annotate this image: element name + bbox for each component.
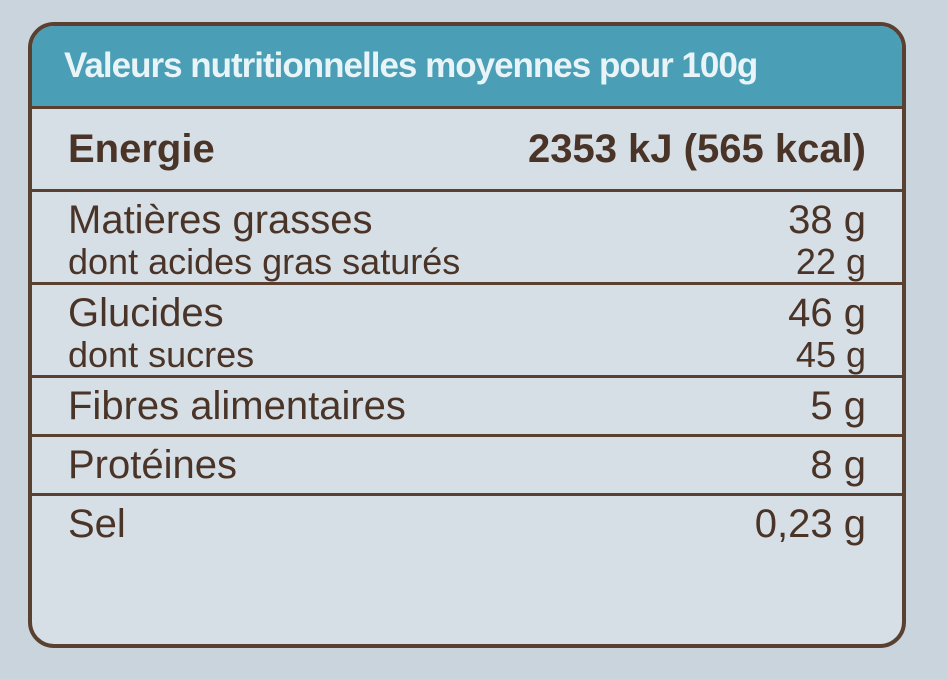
nutrient-row: Energie 2353 kJ (565 kcal)	[68, 109, 866, 189]
nutrient-name: Matières grasses	[68, 198, 373, 242]
nutrient-row: Matières grasses 38 g	[68, 192, 866, 248]
nutrient-row: Sel 0,23 g	[68, 496, 866, 552]
row-group: Matières grasses 38 g dont acides gras sat…	[32, 189, 902, 282]
nutrient-value: 22 g	[795, 241, 866, 282]
nutrient-name: dont acides gras saturés	[68, 241, 461, 282]
row-group: Energie 2353 kJ (565 kcal)	[32, 106, 902, 189]
header-title: Valeurs nutritionnelles moyennes pour 10…	[32, 26, 902, 106]
nutrient-name: dont sucres	[68, 334, 255, 375]
nutrient-value: 8 g	[810, 443, 866, 487]
row-group: Protéines 8 g	[32, 434, 902, 493]
nutrient-value: 5 g	[810, 384, 866, 428]
nutrient-value: 46 g	[788, 291, 866, 335]
nutrient-row: Protéines 8 g	[68, 437, 866, 493]
nutrient-name: Fibres alimentaires	[68, 384, 406, 428]
row-group: Glucides 46 g dont sucres 45 g	[32, 282, 902, 375]
nutrient-row: dont acides gras saturés 22 g	[68, 242, 866, 282]
nutrient-value: 38 g	[788, 198, 866, 242]
nutrient-row: Fibres alimentaires 5 g	[68, 378, 866, 434]
nutrient-name: Glucides	[68, 291, 224, 335]
nutrient-value: 0,23 g	[754, 502, 866, 546]
nutrient-name: Sel	[68, 502, 126, 546]
row-group: Sel 0,23 g	[32, 493, 902, 552]
nutrient-value: 45 g	[795, 334, 866, 375]
nutrition-panel: Valeurs nutritionnelles moyennes pour 10…	[28, 22, 906, 648]
nutrient-name: Energie	[68, 127, 215, 171]
nutrient-name: Protéines	[68, 443, 237, 487]
row-group: Fibres alimentaires 5 g	[32, 375, 902, 434]
nutrient-row: Glucides 46 g	[68, 285, 866, 341]
nutrient-value: 2353 kJ (565 kcal)	[527, 127, 866, 171]
nutrient-row: dont sucres 45 g	[68, 335, 866, 375]
